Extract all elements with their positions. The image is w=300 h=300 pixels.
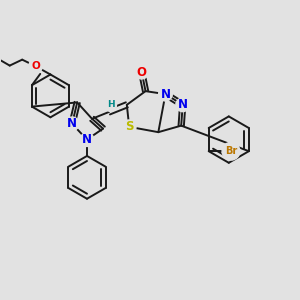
Text: N: N: [160, 88, 170, 100]
Circle shape: [159, 87, 172, 101]
Circle shape: [29, 59, 42, 73]
Text: N: N: [82, 133, 92, 146]
Text: H: H: [107, 100, 114, 109]
Text: N: N: [178, 98, 188, 111]
Circle shape: [104, 100, 116, 111]
Circle shape: [135, 65, 148, 79]
Text: O: O: [137, 66, 147, 79]
Circle shape: [80, 133, 94, 146]
Text: O: O: [31, 61, 40, 71]
Circle shape: [222, 142, 240, 160]
Text: Br: Br: [225, 146, 237, 156]
Circle shape: [122, 120, 136, 134]
Text: S: S: [125, 120, 134, 133]
Text: N: N: [67, 117, 77, 130]
Circle shape: [65, 117, 79, 131]
Circle shape: [176, 98, 190, 112]
